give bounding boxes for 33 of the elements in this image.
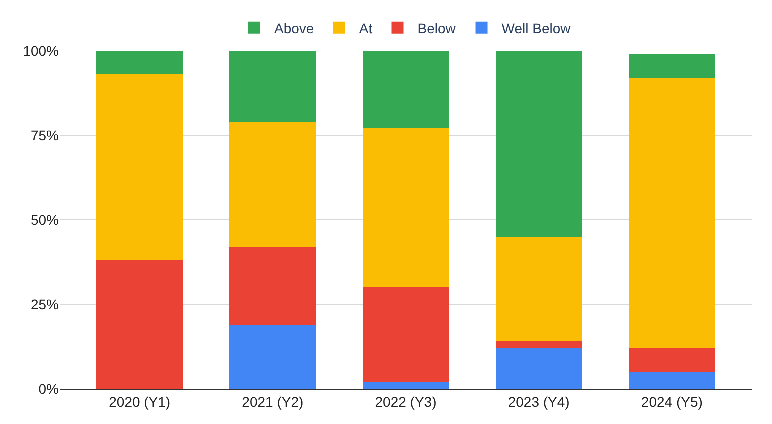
bar (628, 348, 716, 372)
bar (96, 260, 184, 389)
bar (362, 288, 450, 382)
bar (628, 78, 716, 348)
bar (362, 128, 450, 288)
y-tick-label: 100% (23, 42, 59, 59)
y-tick-label: 0% (38, 380, 59, 397)
bar (96, 74, 184, 261)
bar (230, 122, 316, 248)
bar (496, 342, 582, 348)
bar (628, 54, 716, 78)
bar (362, 382, 450, 389)
bar (496, 236, 582, 342)
bar (496, 348, 582, 389)
legend-label: Above (274, 20, 314, 36)
legend-label: Below (418, 20, 457, 36)
legend-label: Well Below (502, 20, 572, 36)
x-tick-label: 2021 (Y2) (242, 394, 304, 410)
bar (496, 51, 582, 237)
legend-label: At (359, 20, 373, 36)
x-tick-label: 2024 (Y5) (641, 394, 703, 410)
x-tick-label: 2022 (Y3) (375, 394, 437, 410)
x-tick-label: 2020 (Y1) (109, 394, 171, 410)
y-tick-label: 75% (30, 127, 59, 144)
bar (628, 372, 716, 389)
y-tick-label: 50% (30, 212, 59, 228)
x-tick-label: 2023 (Y4) (508, 394, 570, 410)
y-tick-label: 25% (30, 296, 59, 312)
bar (230, 247, 316, 325)
bar (230, 51, 316, 122)
bar (230, 324, 316, 389)
bar (362, 51, 450, 129)
bar (96, 51, 184, 75)
